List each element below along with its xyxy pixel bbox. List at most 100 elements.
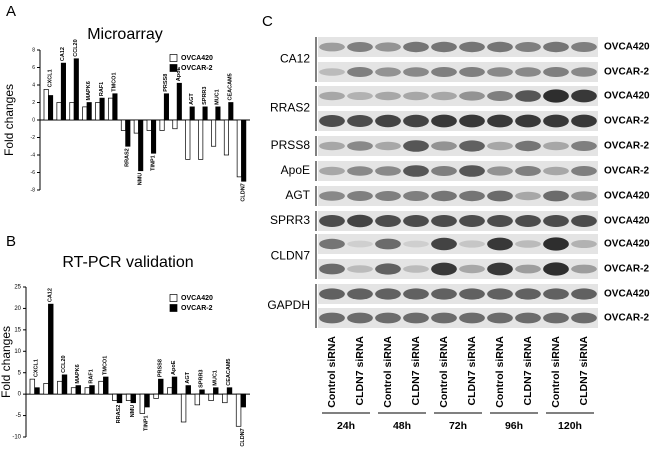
panel-label: B [6,233,16,250]
blot-band [515,288,541,300]
category-label: SPRR3 [202,87,208,105]
blot-band [375,166,401,176]
y-tick-label: 25 [14,285,21,291]
lane-label: CLDN7 siRNA [522,336,534,406]
bar [235,393,242,427]
protein-label: SPRR3 [270,213,310,227]
category-label: CEACAM5 [226,359,232,386]
category-label: CA12 [60,47,66,61]
category-label: RRAS2 [116,405,122,424]
lane-label: Control siRNA [494,336,506,408]
blot-band [515,114,541,128]
protein-label: PRSS8 [271,138,311,152]
bar [29,378,36,395]
blot-band [515,312,541,324]
y-tick-label: -5 [16,413,22,419]
blot-band [319,115,345,127]
cell-line-label: OVCAR-2 [604,313,649,324]
blot-band [347,191,373,201]
blot-band [543,41,569,53]
bar [34,387,40,395]
category-label: CLDN7 [240,428,246,446]
category-label: RAF1 [89,369,95,383]
blot-band [459,215,485,227]
bar [144,393,150,408]
y-tick-label: -4 [31,152,36,158]
category-label: RAF1 [99,82,105,96]
bar [180,393,187,423]
y-tick-label: 20 [14,306,21,312]
blot-band [319,312,345,324]
lane-label: Control siRNA [438,336,450,408]
panel-label: A [6,3,16,20]
lane-label: Control siRNA [382,336,394,408]
chart-title: Microarray [87,26,163,43]
cell-line-label: OVCA420 [604,42,650,53]
cell-line-label: OVCA420 [604,216,650,227]
blot-band [403,114,429,128]
bar [172,119,178,130]
y-tick-label: 5 [18,370,22,376]
blot-band [571,89,597,103]
blot-band [515,215,541,227]
blot-band [431,237,457,251]
blot-band [571,166,597,176]
blot-band [487,114,513,128]
bar [241,119,247,182]
blot-band [431,166,457,176]
protein-label: CLDN7 [271,249,311,263]
bar [95,102,101,121]
blot-band [375,114,401,128]
bar [103,376,109,395]
bar [116,393,123,404]
legend-swatch [169,294,178,302]
legend-swatch [169,64,178,72]
bar [138,119,144,172]
bar [60,62,66,121]
cell-line-label: OVCA420 [604,191,650,202]
bar [73,58,79,121]
blot-band [459,165,485,177]
blot-band [403,91,429,101]
blot-band [571,215,597,227]
bar [163,93,169,121]
blot-band [571,42,597,52]
bar [151,119,157,154]
blot-band [487,215,513,227]
blot-band [431,91,457,101]
blot-band [403,265,429,273]
bar [56,102,62,121]
blot-band [431,312,457,324]
blot-band [459,240,485,248]
timepoint-label: 120h [558,420,582,432]
y-tick-label: -6 [31,170,36,176]
y-tick-label: -2 [31,135,36,141]
blot-band [487,67,513,77]
cell-line-label: OVCAR-2 [604,116,649,127]
blot-band [571,240,597,248]
category-label: ApoE [171,360,177,375]
blot-band [487,262,513,276]
protein-label: GAPDH [267,298,310,312]
blot-band [459,288,485,300]
blot-band [515,90,541,102]
category-label: PRSS8 [157,359,163,377]
bar [86,102,92,121]
blot-band [571,288,597,300]
blot-band [347,265,373,273]
bar [176,82,182,121]
bar [70,387,77,395]
bar [112,93,118,121]
blot-band [319,141,345,151]
blot-band [319,68,345,76]
timepoint-label: 24h [337,420,355,432]
lane-label: Control siRNA [550,336,562,408]
bar [199,389,205,395]
bar [171,376,178,395]
blot-band [347,288,373,300]
blot-band [431,190,457,202]
blot-band [403,140,429,152]
bar [108,97,114,121]
blot-band [347,166,373,176]
